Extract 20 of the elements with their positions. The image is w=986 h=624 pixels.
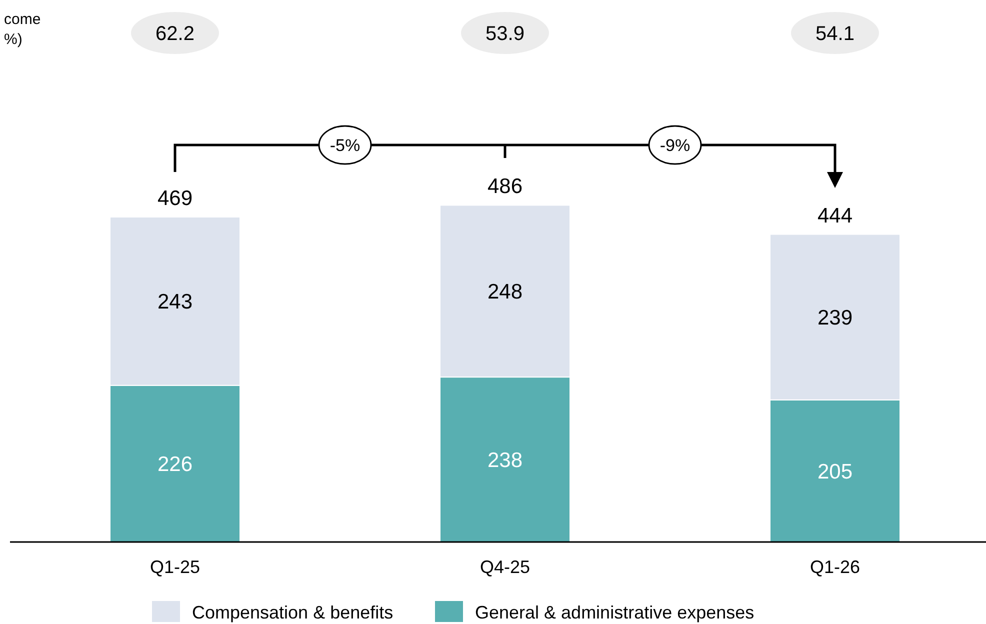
text: 54.1 — [816, 23, 854, 45]
data-label: 248 — [487, 280, 523, 304]
x-tick-label: Q1-25 — [150, 557, 200, 577]
text: 53.9 — [486, 23, 524, 45]
data-label: 226 — [157, 453, 193, 476]
text: 62.2 — [156, 23, 194, 45]
text: -9% — [660, 136, 690, 155]
total-label: 444 — [817, 204, 853, 228]
total-label: 486 — [487, 175, 523, 198]
text: -5% — [330, 136, 360, 155]
x-tick-label: Q1-26 — [810, 557, 860, 577]
data-label: 239 — [817, 306, 853, 330]
total-label: 469 — [157, 186, 193, 210]
legend-label: General & administrative expenses — [475, 602, 754, 622]
legend-label: Compensation & benefits — [192, 602, 394, 622]
data-label: 205 — [817, 460, 853, 484]
x-tick-label: Q4-25 — [480, 557, 530, 577]
data-label: 243 — [157, 290, 193, 314]
data-label: 238 — [487, 448, 523, 472]
text: come %) — [4, 11, 41, 48]
